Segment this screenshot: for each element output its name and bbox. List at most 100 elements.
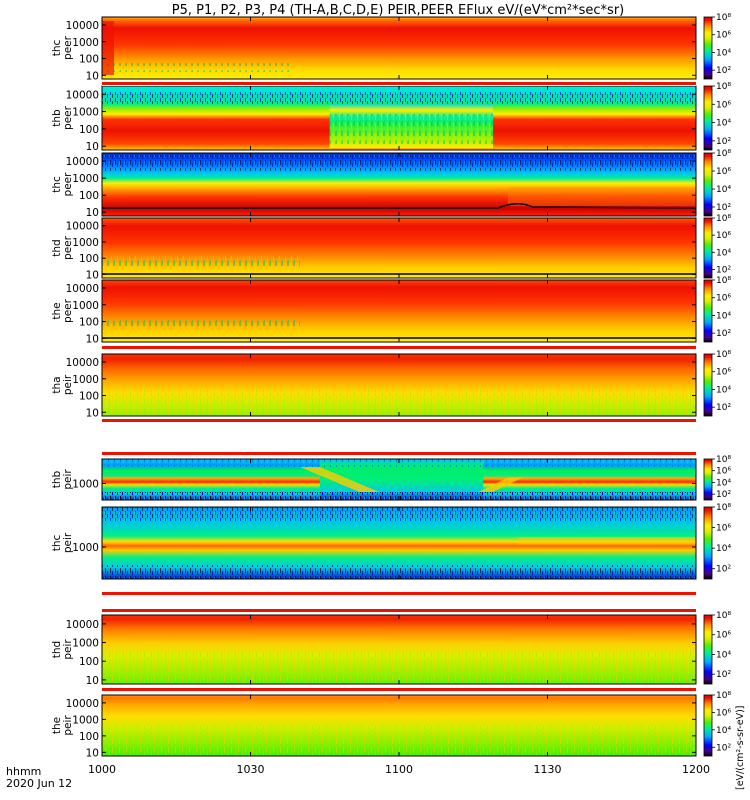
panel-6: tha peir 10000 1000 100 10 10² 10⁴ 10⁶ 10⁸ xyxy=(51,350,731,423)
low-energy-noise xyxy=(102,320,300,330)
panel-label-instrument: thd xyxy=(51,239,63,256)
y-tick-label: 100 xyxy=(79,391,99,403)
panel-label-instrument: thc xyxy=(51,535,63,552)
late-fade xyxy=(507,187,696,206)
panel-label-instrument: the xyxy=(51,717,63,734)
y-tick-label: 10 xyxy=(86,675,99,687)
y-tick-label: 1000 xyxy=(72,173,99,185)
y-tick-label: 100 xyxy=(79,54,99,66)
colorbar xyxy=(703,458,713,501)
colorbar-tick-label: 10² xyxy=(716,203,731,213)
panel-label-product: peir xyxy=(62,639,74,660)
colorbar-tick-label: 10⁸ xyxy=(716,611,731,621)
figure-title: P5, P1, P2, P3, P4 (TH-A,B,C,D,E) PEIR,P… xyxy=(172,3,625,18)
colorbar-tick-label: 10⁸ xyxy=(716,691,731,701)
panel-label-instrument: thd xyxy=(51,641,63,658)
colorbar-tick-label: 10² xyxy=(716,670,731,680)
colorbar-tick-label: 10⁶ xyxy=(716,524,731,534)
colorbar-tick-label: 10⁶ xyxy=(716,100,731,110)
colorbar-tick-label: 10⁴ xyxy=(716,48,731,58)
low-energy-noise xyxy=(102,725,696,756)
colorbar-tick-label: 10² xyxy=(716,490,731,500)
panel-9: thd peir 10000 1000 100 10 10² 10⁴ 10⁶ 10⁸ xyxy=(51,608,731,687)
x-label-date: 2020 Jun 12 xyxy=(6,777,72,790)
colorbar-tick-label: 10² xyxy=(716,403,731,413)
colorbar-tick-label: 10⁸ xyxy=(716,455,731,465)
late-band xyxy=(517,537,696,545)
x-tick-label: 1130 xyxy=(534,763,562,776)
y-tick-label: 10000 xyxy=(66,357,99,369)
colorbar-tick-label: 10² xyxy=(716,743,731,753)
separator-band xyxy=(102,346,696,349)
low-energy-noise xyxy=(102,256,300,266)
colorbar xyxy=(703,85,713,151)
x-tick-label: 1200 xyxy=(682,763,710,776)
colorbar-tick-label: 10⁶ xyxy=(716,368,731,378)
panel-label-instrument: thc xyxy=(51,40,63,57)
colorbar-tick-label: 10⁸ xyxy=(716,214,731,224)
colorbar-unit-label: [eV/(cm²-s-sr-eV)] xyxy=(735,706,746,790)
colorbar-tick-label: 10² xyxy=(716,137,731,147)
panel-label-instrument: the xyxy=(51,302,63,319)
dispersion-feature xyxy=(478,477,523,492)
panel-label-product: peer xyxy=(62,35,74,60)
colorbar-tick-label: 10⁸ xyxy=(716,350,731,360)
panel-5: the peer 10000 1000 100 10 10² 10⁴ 10⁶ 10⁸ xyxy=(51,276,731,350)
panel-2: thb peer 10000 1000 100 10 10² 10⁴ 10⁶ 10⁸ xyxy=(51,81,731,153)
y-tick-label: 100 xyxy=(79,253,99,265)
y-tick-label: 1000 xyxy=(72,542,99,554)
y-tick-label: 10000 xyxy=(66,221,99,233)
colorbar xyxy=(703,614,713,685)
colorbar-tick-label: 10⁶ xyxy=(716,167,731,177)
y-tick-label: 10000 xyxy=(66,619,99,631)
low-energy-noise xyxy=(102,649,696,684)
panel-label-instrument: thc xyxy=(51,176,63,193)
separator-band xyxy=(102,688,696,691)
colorbar xyxy=(703,694,713,757)
colorbar-tick-label: 10² xyxy=(716,329,731,339)
low-energy-noise xyxy=(102,385,696,416)
y-tick-label: 10 xyxy=(86,747,99,759)
high-energy-noise xyxy=(102,92,696,104)
colorbar-tick-label: 10⁴ xyxy=(716,385,731,395)
colorbar xyxy=(703,152,713,217)
x-tick-label: 1000 xyxy=(88,763,116,776)
spacecraft-potential-line xyxy=(102,203,697,209)
separator-band xyxy=(102,609,696,612)
y-tick-label: 10 xyxy=(86,407,99,419)
x-tick-label: 1030 xyxy=(237,763,265,776)
colorbar-tick-label: 10⁶ xyxy=(716,467,731,477)
panel-label-instrument: tha xyxy=(51,376,63,393)
panel-label-product: peer xyxy=(62,172,74,197)
colorbar-tick-label: 10⁸ xyxy=(716,13,731,23)
y-tick-label: 10 xyxy=(86,141,99,153)
spectrogram-fill xyxy=(102,218,696,278)
panel-label-product: peir xyxy=(62,715,74,736)
high-energy-noise xyxy=(102,155,696,171)
separator-band xyxy=(102,592,696,595)
y-tick-label: 1000 xyxy=(72,300,99,312)
colorbar-tick-label: 10² xyxy=(716,265,731,275)
colorbar-tick-label: 10⁸ xyxy=(716,276,731,286)
colorbar xyxy=(703,217,713,279)
panel-label-product: peer xyxy=(62,235,74,260)
y-tick-label: 100 xyxy=(79,124,99,136)
colorbar-tick-label: 10⁴ xyxy=(716,311,731,321)
y-tick-label: 10 xyxy=(86,207,99,219)
y-tick-label: 1000 xyxy=(72,714,99,726)
panel-3: thc peer 10000 1000 100 10 10² 10⁴ 10⁶ 10⁸ xyxy=(51,149,731,219)
y-tick-label: 1000 xyxy=(72,374,99,386)
panel-label-product: peer xyxy=(62,298,74,323)
panel-4: thd peer 10000 1000 100 10 10² 10⁴ 10⁶ 10⁸ xyxy=(51,214,731,281)
quiet-noise xyxy=(329,114,494,144)
y-tick-label: 10000 xyxy=(66,20,99,32)
colorbar-tick-label: 10⁸ xyxy=(716,149,731,159)
colorbar-tick-label: 10⁶ xyxy=(716,294,731,304)
y-tick-label: 10000 xyxy=(66,698,99,710)
colorbar-tick-label: 10⁶ xyxy=(716,31,731,41)
separator-band xyxy=(102,452,696,455)
colorbar-tick-label: 10⁴ xyxy=(716,544,731,554)
colorbar-tick-label: 10⁴ xyxy=(716,119,731,129)
